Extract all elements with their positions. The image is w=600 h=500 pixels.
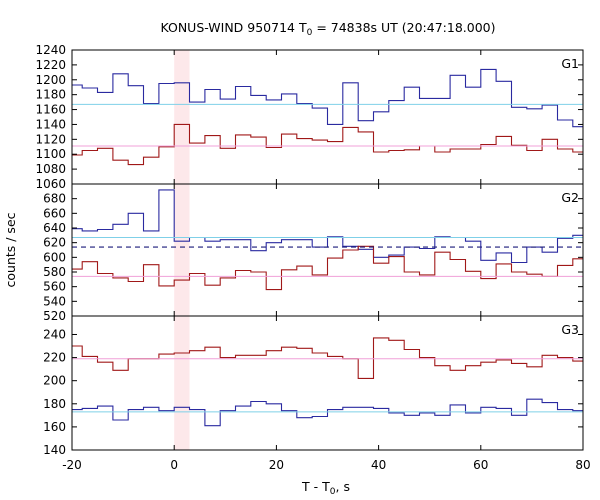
- y-tick-label: 160: [43, 420, 66, 434]
- y-tick-label: 600: [43, 250, 66, 264]
- y-tick-label: 200: [43, 374, 66, 388]
- y-tick-label: 680: [43, 192, 66, 206]
- x-tick-label: 60: [473, 458, 488, 472]
- panel-frame-g2: [71, 183, 584, 317]
- y-tick-label: 1060: [35, 177, 66, 191]
- x-axis-label: T - T0, s: [301, 479, 350, 497]
- highlight-band-g3: [174, 316, 190, 450]
- y-tick-label: 220: [43, 351, 66, 365]
- y-axis-label: counts / sec: [3, 212, 18, 287]
- y-tick-label: 180: [43, 397, 66, 411]
- g2-blue-series-0: [72, 189, 583, 264]
- y-tick-label: 660: [43, 206, 66, 220]
- x-tick-label: 80: [575, 458, 590, 472]
- y-tick-label: 620: [43, 236, 66, 250]
- y-tick-label: 1100: [35, 147, 66, 161]
- y-tick-label: 1160: [35, 103, 66, 117]
- y-tick-label: 520: [43, 309, 66, 323]
- x-tick-label: 40: [371, 458, 386, 472]
- panel-label-g1: G1: [561, 56, 579, 71]
- y-tick-label: 1240: [35, 43, 66, 57]
- y-tick-label: 240: [43, 327, 66, 341]
- x-tick-label: 20: [269, 458, 284, 472]
- g2-red-series-1: [72, 245, 583, 291]
- g1-red-series-1: [72, 123, 583, 166]
- y-tick-label: 580: [43, 265, 66, 279]
- y-tick-label: 140: [43, 443, 66, 457]
- series-layer: [72, 68, 583, 427]
- y-tick-label: 1180: [35, 88, 66, 102]
- g3-red-series-0: [72, 337, 583, 379]
- panel-label-g3: G3: [561, 322, 579, 337]
- x-tick-label: -20: [62, 458, 82, 472]
- chart-title: KONUS-WIND 950714 T0 = 74838s UT (20:47:…: [160, 20, 495, 38]
- y-tick-label: 1220: [35, 58, 66, 72]
- y-tick-label: 1120: [35, 132, 66, 146]
- highlight-band-g2: [174, 184, 190, 316]
- tick-layer: G1 10601080110011201140116011801200122012…: [35, 43, 590, 472]
- highlight-band-g1: [174, 50, 190, 184]
- y-tick-label: 640: [43, 221, 66, 235]
- g1-blue-series-0: [72, 68, 583, 128]
- frame-layer: [71, 49, 584, 451]
- g3-blue-series-1: [72, 398, 583, 427]
- y-tick-label: 1080: [35, 162, 66, 176]
- y-tick-label: 540: [43, 294, 66, 308]
- highlight-band-layer: [174, 50, 190, 450]
- y-tick-label: 560: [43, 280, 66, 294]
- y-tick-label: 1140: [35, 117, 66, 131]
- x-tick-label: 0: [170, 458, 178, 472]
- panel-label-g2: G2: [561, 190, 579, 205]
- panel-frame-g3: [71, 315, 584, 451]
- y-tick-label: 1200: [35, 73, 66, 87]
